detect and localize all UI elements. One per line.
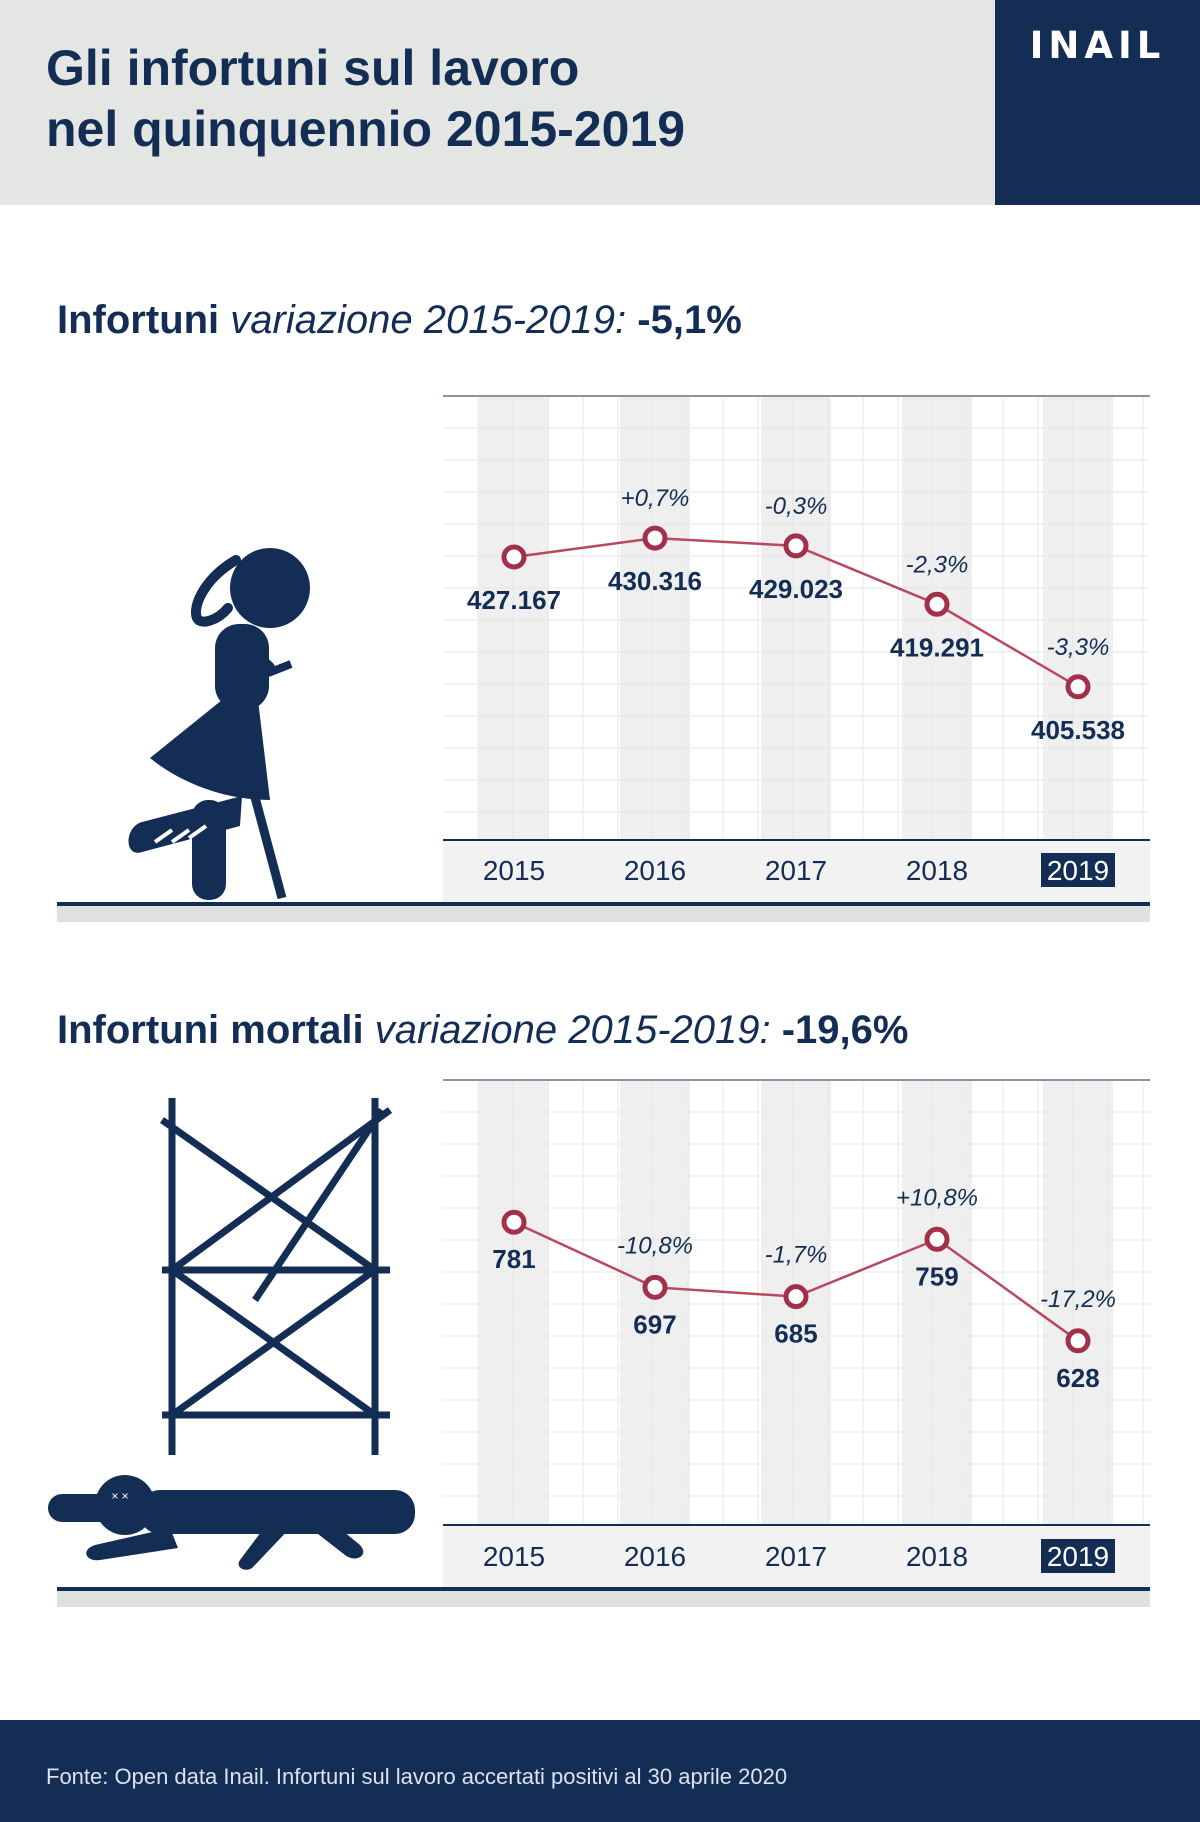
x-axis-band	[443, 1525, 1150, 1587]
ground-line	[57, 1587, 1150, 1591]
x-tick-label: 2018	[906, 855, 968, 886]
page-title-line1: Gli infortuni sul lavoro	[46, 40, 580, 96]
x-tick-label: 2015	[483, 1541, 545, 1572]
source-note: Fonte: Open data Inail. Infortuni sul la…	[46, 1764, 788, 1789]
column-band	[1043, 1080, 1113, 1525]
x-tick-label: 2016	[624, 855, 686, 886]
section-title-infortuni: Infortuni variazione 2015-2019: -5,1%	[57, 298, 742, 343]
chart-infortuni: 427.167 430.316 +0,7% 429.023 -0,3% 419.291 -2…	[57, 395, 1150, 922]
data-point	[642, 525, 668, 551]
data-value-label: 759	[915, 1261, 958, 1291]
x-tick-label: 2016	[624, 1541, 686, 1572]
column-band	[479, 396, 549, 840]
change-label: +10,8%	[896, 1184, 978, 1211]
page-title-line2: nel quinquennio 2015-2019	[46, 101, 686, 157]
page-title: Gli infortuni sul lavoro nel quinquennio…	[46, 38, 685, 160]
change-label: -3,3%	[1047, 634, 1110, 661]
highlight-year-box	[1041, 1539, 1115, 1573]
data-point	[501, 1209, 527, 1235]
section-title-value: -19,6%	[781, 1008, 909, 1052]
infortuni-line-chart: 427.167 430.316 +0,7% 429.023 -0,3% 419.291 -2…	[57, 395, 1150, 1607]
change-label: -17,2%	[1040, 1286, 1116, 1313]
grid	[443, 1080, 1150, 1525]
column-band	[479, 1080, 549, 1525]
ground-line	[57, 902, 1150, 906]
x-tick-label: 2019	[1047, 855, 1109, 886]
data-point	[1065, 674, 1091, 700]
column-band	[761, 396, 831, 840]
section-title-italic: variazione 2015-2019:	[230, 298, 627, 342]
section-title-italic: variazione 2015-2019:	[374, 1008, 771, 1052]
change-label: -1,7%	[765, 1242, 828, 1269]
change-label: +0,7%	[621, 485, 690, 512]
x-axis-band	[443, 840, 1150, 902]
section-title-bold: Infortuni mortali	[57, 1008, 364, 1052]
data-value-label: 405.538	[1031, 715, 1125, 745]
data-point	[1065, 1328, 1091, 1354]
section-title-bold: Infortuni	[57, 298, 220, 342]
data-value-label: 427.167	[467, 585, 561, 615]
column-band	[620, 1080, 690, 1525]
ground-shadow-bar	[57, 906, 1150, 922]
x-tick-label: 2015	[483, 855, 545, 886]
data-value-label: 430.316	[608, 566, 702, 596]
data-value-label: 419.291	[890, 632, 984, 662]
data-point	[924, 1226, 950, 1252]
footer-bar: Fonte: Open data Inail. Infortuni sul la…	[0, 1720, 1200, 1822]
chart-infortuni-mortali: 781 697 -10,8% 685 -1,7% 759 +10,8% 628 -17,2% 20…	[57, 1079, 1150, 1607]
x-tick-label: 2017	[765, 855, 827, 886]
x-tick-label: 2017	[765, 1541, 827, 1572]
data-point	[501, 544, 527, 570]
data-value-label: 685	[774, 1319, 817, 1349]
column-band	[1043, 396, 1113, 840]
data-point	[783, 1284, 809, 1310]
data-value-label: 429.023	[749, 574, 843, 604]
column-band	[620, 396, 690, 840]
column-band	[902, 1080, 972, 1525]
header-banner: Gli infortuni sul lavoro nel quinquennio…	[0, 0, 995, 205]
data-point	[642, 1274, 668, 1300]
section-title-infortuni-mortali: Infortuni mortali variazione 2015-2019: …	[57, 1008, 908, 1053]
data-value-label: 781	[492, 1244, 535, 1274]
change-label: -10,8%	[617, 1232, 693, 1259]
data-value-label: 628	[1056, 1363, 1099, 1393]
x-tick-label: 2018	[906, 1541, 968, 1572]
change-label: -2,3%	[906, 551, 969, 578]
highlight-year-box	[1041, 853, 1115, 887]
data-point	[783, 533, 809, 559]
ground-shadow-bar	[57, 1591, 1150, 1607]
inail-logo: INAIL	[1029, 24, 1166, 67]
logo-panel: INAIL	[995, 0, 1200, 205]
data-value-label: 697	[633, 1309, 676, 1339]
data-point	[924, 591, 950, 617]
section-title-value: -5,1%	[637, 298, 742, 342]
x-tick-label: 2019	[1047, 1541, 1109, 1572]
change-label: -0,3%	[765, 493, 828, 520]
grid	[443, 396, 1150, 840]
